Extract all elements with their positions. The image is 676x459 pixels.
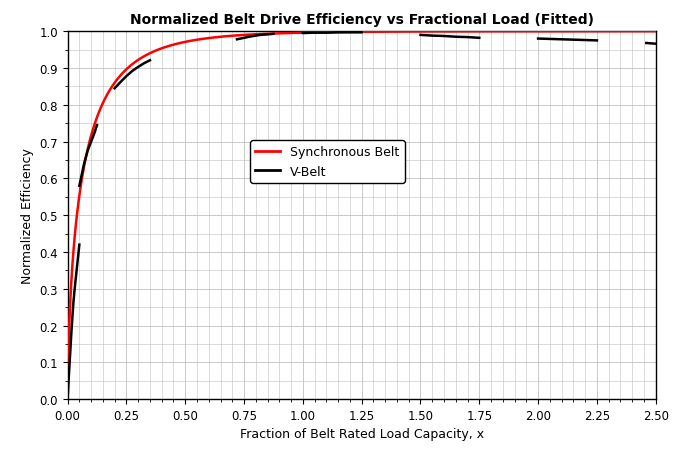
Y-axis label: Normalized Efficiency: Normalized Efficiency [21,148,34,284]
Legend: Synchronous Belt, V-Belt: Synchronous Belt, V-Belt [250,141,404,183]
X-axis label: Fraction of Belt Rated Load Capacity, x: Fraction of Belt Rated Load Capacity, x [239,427,484,441]
Title: Normalized Belt Drive Efficiency vs Fractional Load (Fitted): Normalized Belt Drive Efficiency vs Frac… [130,13,594,27]
